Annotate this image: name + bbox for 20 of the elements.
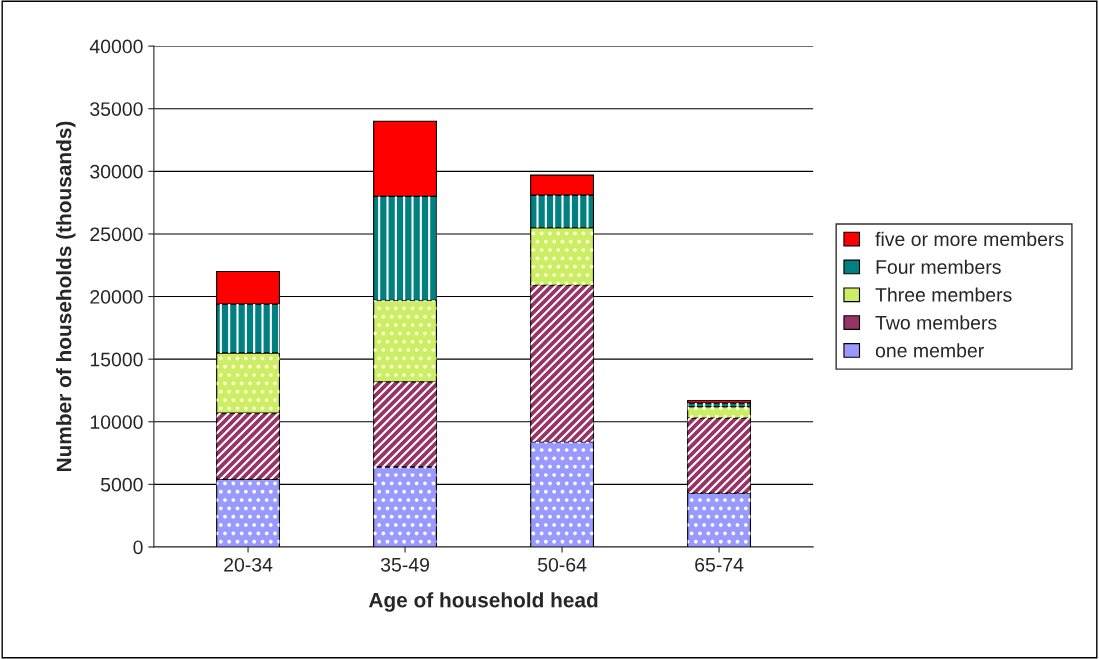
y-axis-title: Number of households (thousands) xyxy=(56,121,76,472)
legend-label: Four members xyxy=(876,259,1001,274)
y-tick-label: 25000 xyxy=(90,227,143,242)
x-axis-title: Age of household head xyxy=(368,592,598,612)
x-tick-label: 50-64 xyxy=(537,557,587,572)
y-tick-label: 20000 xyxy=(90,290,143,304)
y-tick-label: 5000 xyxy=(100,477,143,492)
y-tick-label: 40000 xyxy=(89,39,143,54)
x-tick-label: 65-74 xyxy=(695,557,744,572)
y-tick-label: 15000 xyxy=(90,352,143,367)
x-tick-label: 20-34 xyxy=(224,557,273,572)
legend-label: five or more members xyxy=(875,231,1064,247)
y-tick-label: 30000 xyxy=(90,164,143,179)
x-tick-label: 35-49 xyxy=(380,557,430,572)
y-tick-label: 0 xyxy=(133,540,143,555)
legend-label: one member xyxy=(875,343,984,358)
y-tick-label: 10000 xyxy=(90,415,143,429)
legend-label: Three members xyxy=(875,287,1012,302)
legend-label: Two members xyxy=(875,315,997,330)
y-tick-label: 35000 xyxy=(90,102,143,116)
